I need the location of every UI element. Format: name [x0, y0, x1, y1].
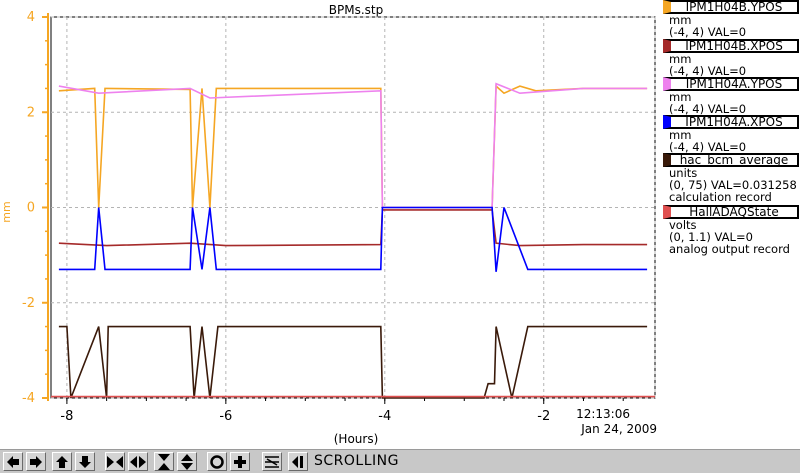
zoom-in-x-icon — [107, 455, 123, 468]
legend-name: hac_bcm_average — [663, 153, 799, 167]
pan-up-icon — [56, 455, 68, 468]
y-tick-label: -4 — [22, 391, 35, 406]
legend-name: IPM1H04B.YPOS — [663, 0, 799, 14]
zoom-out-x-button[interactable] — [128, 452, 148, 471]
series-line-4 — [58, 325, 648, 399]
toggle-grid-button[interactable] — [262, 452, 282, 471]
legend: IPM1H04B.YPOS mm (-4, 4) VAL=0 IPM1H04B.XPO… — [660, 0, 800, 440]
legend-entry[interactable]: HallADAQState volts (0, 1.1) VAL=0 analog o… — [663, 205, 799, 255]
zoom-button[interactable] — [230, 452, 250, 471]
chart-title: BPMs.stp — [329, 3, 383, 17]
pan-left-button[interactable] — [3, 452, 23, 471]
series-line-3 — [58, 206, 648, 272]
x-tick-label: -6 — [219, 409, 232, 424]
legend-entry[interactable]: hac_bcm_average units (0, 75) VAL=0.031258… — [663, 153, 799, 203]
zoom-out-y-button[interactable] — [177, 452, 197, 471]
legend-name: IPM1H04A.YPOS — [663, 77, 799, 91]
legend-detail: (-4, 4) VAL=0 — [669, 140, 747, 154]
zoom-out-x-icon — [130, 455, 146, 468]
pan-left-icon — [7, 455, 19, 468]
zoom-in-y-icon — [158, 453, 170, 470]
chart-plot[interactable]: 4 2 0 -2 -4 -8 -6 -4 -2 BPMs.stp mm (Hours) 12:13:06… — [0, 0, 660, 449]
legend-detail: mm — [669, 13, 692, 27]
legend-name: IPM1H04A.XPOS — [663, 115, 799, 129]
y-axis-label: mm — [0, 201, 13, 222]
toolbar: SCROLLING — [0, 449, 800, 473]
legend-entry[interactable]: IPM1H04A.XPOS mm (-4, 4) VAL=0 — [663, 115, 799, 153]
x-axis-label: (Hours) — [334, 432, 379, 446]
legend-detail: (-4, 4) VAL=0 — [669, 25, 747, 39]
legend-detail: analog output record — [669, 242, 790, 256]
autoscale-button[interactable] — [207, 452, 227, 471]
toggle-grid-icon — [265, 455, 279, 468]
series-line-0 — [58, 84, 648, 209]
legend-detail: volts — [669, 218, 697, 232]
legend-detail: mm — [669, 90, 692, 104]
pan-right-button[interactable] — [26, 452, 46, 471]
legend-detail: (0, 75) VAL=0.031258 — [669, 178, 797, 192]
legend-name: IPM1H04B.XPOS — [663, 39, 799, 53]
x-tick-label: -4 — [378, 409, 391, 424]
legend-entry[interactable]: IPM1H04B.YPOS mm (-4, 4) VAL=0 — [663, 0, 799, 38]
legend-detail: (-4, 4) VAL=0 — [669, 102, 747, 116]
legend-entry[interactable]: IPM1H04B.XPOS mm (-4, 4) VAL=0 — [663, 39, 799, 77]
y-tick-label: 4 — [27, 10, 35, 25]
zoom-out-y-icon — [181, 453, 193, 470]
date-label: Jan 24, 2009 — [580, 422, 657, 436]
pan-down-button[interactable] — [75, 452, 95, 471]
x-tick-label: -8 — [60, 409, 73, 424]
pan-right-icon — [30, 455, 42, 468]
y-tick-label: 2 — [27, 105, 35, 120]
y-tick-label: -2 — [22, 296, 35, 311]
x-tick-label: -2 — [537, 409, 550, 424]
scroll-button[interactable] — [288, 452, 308, 471]
time-label: 12:13:06 — [576, 407, 630, 421]
legend-detail: calculation record — [669, 190, 772, 204]
zoom-in-y-button[interactable] — [154, 452, 174, 471]
y-tick-label: 0 — [27, 201, 35, 216]
legend-detail: mm — [669, 128, 692, 142]
zoom-in-x-button[interactable] — [105, 452, 125, 471]
scroll-icon — [292, 455, 303, 468]
zoom-in-icon — [234, 455, 246, 468]
legend-detail: (0, 1.1) VAL=0 — [669, 230, 753, 244]
legend-detail: units — [669, 166, 698, 180]
legend-detail: mm — [669, 52, 692, 66]
pan-up-button[interactable] — [52, 452, 72, 471]
legend-entry[interactable]: IPM1H04A.YPOS mm (-4, 4) VAL=0 — [663, 77, 799, 115]
autoscale-icon — [210, 454, 224, 469]
legend-name: HallADAQState — [663, 205, 799, 219]
pan-down-icon — [79, 455, 91, 468]
legend-detail: (-4, 4) VAL=0 — [669, 64, 747, 78]
status-text: SCROLLING — [314, 453, 399, 469]
